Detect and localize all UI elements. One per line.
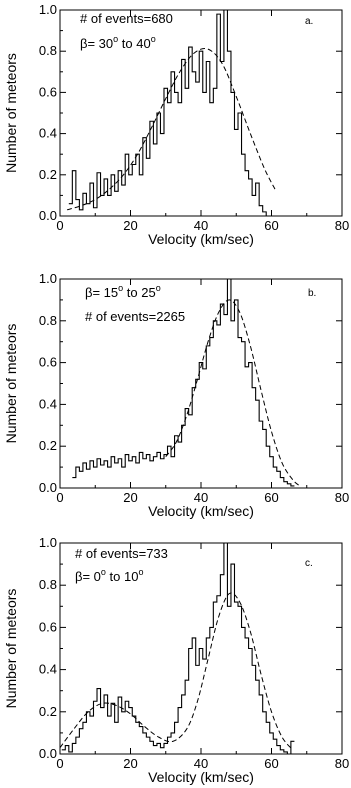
x-tick-label: 60 (264, 218, 278, 233)
histogram-series (68, 10, 277, 216)
x-tick-label: 80 (335, 490, 349, 505)
y-tick-label: 0.6 (39, 84, 57, 99)
x-tick-label: 20 (123, 756, 137, 771)
panel-label: b. (308, 288, 316, 299)
panel-label: a. (305, 16, 313, 27)
y-tick-label: 0.4 (39, 126, 57, 141)
beta-prefix: β= 30 (80, 36, 113, 51)
x-tick-label: 40 (194, 756, 208, 771)
beta-range-annotation: β= 15o to 25o (85, 283, 161, 300)
degree-superscript: o (118, 283, 123, 293)
y-tick-label: 0.4 (39, 662, 57, 677)
y-tick-label: 0.4 (39, 396, 57, 411)
chart-panel-2: 0 20 40 60 80 0.0 0.2 0.4 0.6 0.8 1.0 Velocity (km/… (3, 271, 349, 519)
panel-label: c. (305, 558, 313, 569)
x-tick-label: 80 (335, 756, 349, 771)
x-tick-label: 80 (335, 218, 349, 233)
y-axis-title: Number of meteors (3, 324, 19, 444)
x-tick-label: 60 (264, 756, 278, 771)
event-count-annotation: # of events=2265 (85, 309, 185, 324)
y-tick-label: 0.0 (39, 208, 57, 223)
y-tick-label: 1.0 (39, 535, 57, 550)
y-tick-label: 0.0 (39, 746, 57, 761)
y-tick-label: 1.0 (39, 271, 57, 286)
x-tick-label: 0 (56, 490, 63, 505)
degree-superscript: o (151, 34, 156, 44)
x-tick-label: 0 (56, 218, 63, 233)
y-tick-label: 0.6 (39, 619, 57, 634)
y-tick-label: 0.8 (39, 313, 57, 328)
beta-range-annotation: β= 30o to 40o (80, 34, 156, 51)
y-tick-label: 0.2 (39, 704, 57, 719)
beta-range-mid: to 10 (106, 569, 139, 584)
x-axis-title: Velocity (km/sec) (148, 231, 254, 247)
y-tick-label: 1.0 (39, 2, 57, 17)
dashed-fit-series (66, 48, 276, 211)
x-axis-title: Velocity (km/sec) (148, 503, 254, 519)
event-count-annotation: # of events=733 (75, 546, 168, 561)
y-tick-label: 0.8 (39, 577, 57, 592)
beta-range-mid: to 40 (118, 36, 151, 51)
beta-range-annotation: β= 0o to 10o (75, 567, 143, 584)
beta-prefix: β= 0 (75, 569, 101, 584)
dashed-fit-series (165, 299, 301, 487)
y-tick-label: 0.8 (39, 43, 57, 58)
histogram-series (61, 543, 295, 754)
degree-superscript: o (156, 283, 161, 293)
x-axis-title: Velocity (km/sec) (148, 769, 254, 785)
y-tick-label: 0.0 (39, 480, 57, 495)
degree-superscript: o (101, 567, 106, 577)
event-count-annotation: # of events=680 (80, 11, 173, 26)
degree-superscript: o (113, 34, 118, 44)
chart-panel-1: 0 20 40 60 80 0.0 0.2 0.4 0.6 0.8 1.0 Velocity (km/… (3, 2, 349, 247)
chart-panel-3: 0 20 40 60 80 0.0 0.2 0.4 0.6 0.8 1.0 Velocity (km/… (3, 535, 349, 785)
y-axis-title: Number of meteors (3, 53, 19, 173)
x-tick-label: 20 (123, 218, 137, 233)
y-axis-title: Number of meteors (3, 589, 19, 709)
x-tick-label: 60 (264, 490, 278, 505)
degree-superscript: o (138, 567, 143, 577)
beta-range-mid: to 25 (123, 285, 156, 300)
x-tick-label: 40 (194, 218, 208, 233)
beta-prefix: β= 15 (85, 285, 118, 300)
y-tick-label: 0.2 (39, 438, 57, 453)
x-tick-label: 40 (194, 490, 208, 505)
x-tick-label: 0 (56, 756, 63, 771)
y-tick-label: 0.2 (39, 167, 57, 182)
x-tick-label: 20 (123, 490, 137, 505)
y-tick-label: 0.6 (39, 355, 57, 370)
dashed-fit-series (60, 592, 294, 751)
